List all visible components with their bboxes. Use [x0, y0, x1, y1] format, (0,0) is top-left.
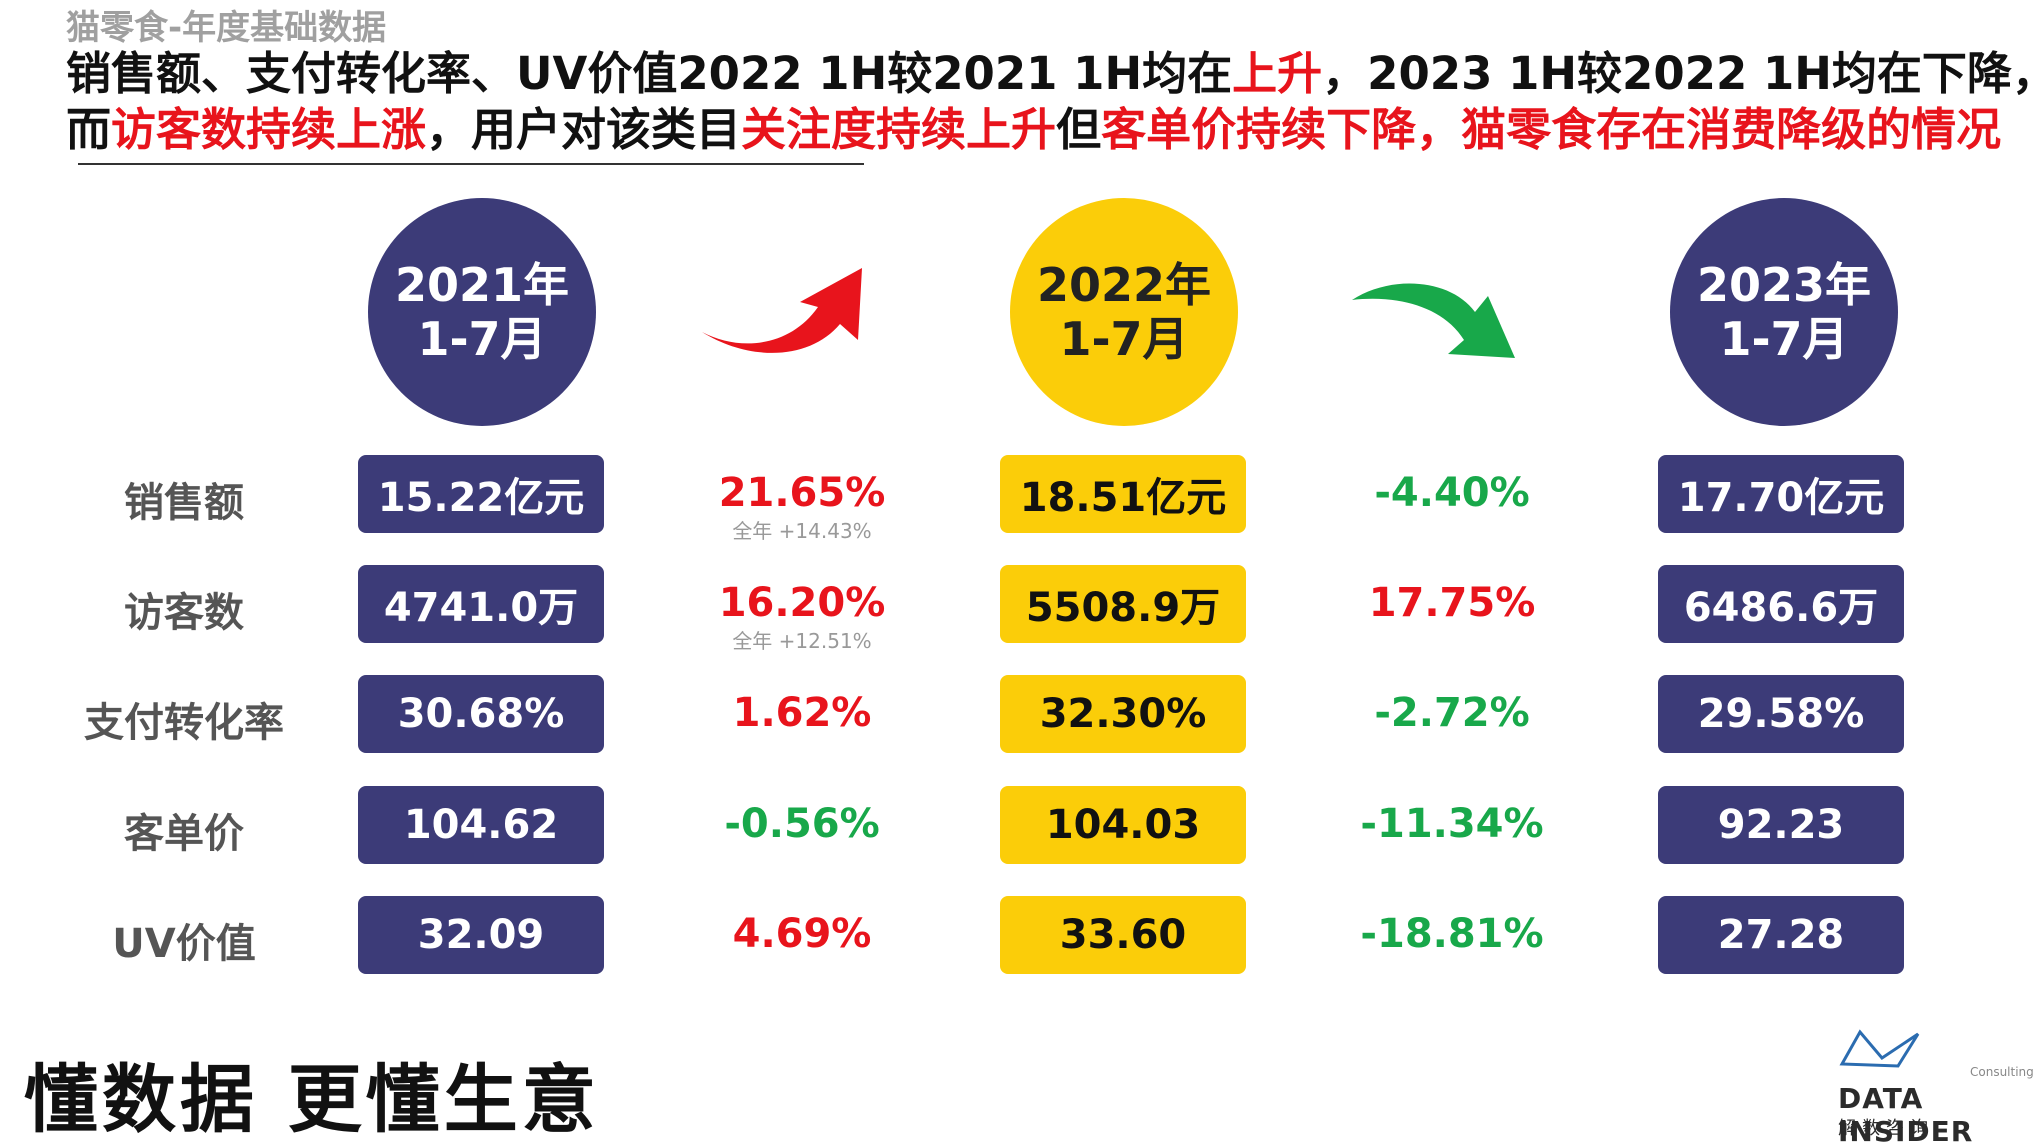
- change-2021-2022: 1.62%: [732, 690, 872, 736]
- change-2021-2022: 21.65%: [718, 470, 886, 516]
- headline-segment: ，2023 1H较2022 1H均在下降，: [1322, 47, 2033, 100]
- value-2023: 29.58%: [1658, 675, 1904, 753]
- red-up-arrow-icon: [702, 268, 862, 353]
- headline-segment: ，用户对该类目: [426, 103, 742, 156]
- value-2022: 32.30%: [1000, 675, 1246, 753]
- headline: 销售额、支付转化率、UV价值2022 1H较2021 1H均在上升，2023 1…: [66, 46, 2033, 158]
- full-year-note: 全年 +14.43%: [732, 519, 872, 543]
- headline-segment: 访客数持续上涨: [111, 103, 427, 156]
- value-2022: 18.51亿元: [1000, 455, 1246, 533]
- change-2021-2022: 16.20%: [718, 580, 886, 626]
- change-2021-2022: 4.69%: [732, 911, 872, 957]
- row-label: UV价值: [112, 921, 256, 967]
- headline-segment: 关注度持续上升: [741, 103, 1057, 156]
- value-2021: 15.22亿元: [358, 455, 604, 533]
- headline-segment: 上升: [1232, 47, 1323, 100]
- row-label: 访客数: [124, 590, 244, 636]
- change-2022-2023: 17.75%: [1368, 580, 1536, 626]
- headline-underline: [78, 163, 864, 165]
- period-circle-2021: 2021年 1-7月: [368, 198, 596, 426]
- headline-line-1: 销售额、支付转化率、UV价值2022 1H较2021 1H均在上升，2023 1…: [66, 46, 2033, 102]
- change-2022-2023: -2.72%: [1374, 690, 1530, 736]
- logo-subtitle: 解数咨询: [1838, 1118, 1934, 1139]
- headline-line-2: 而访客数持续上涨，用户对该类目关注度持续上升但客单价持续下降，猫零食存在消费降级…: [66, 102, 2006, 158]
- value-2021: 4741.0万: [358, 565, 604, 643]
- period-circle-2022: 2022年 1-7月: [1010, 198, 1238, 426]
- period-year: 2023年: [1696, 258, 1872, 312]
- logo-consulting: Consulting: [1970, 1065, 2033, 1079]
- value-2023: 17.70亿元: [1658, 455, 1904, 533]
- change-2021-2022: -0.56%: [724, 801, 880, 847]
- change-2022-2023: -11.34%: [1360, 801, 1544, 847]
- value-2021: 30.68%: [358, 675, 604, 753]
- row-label: 销售额: [124, 480, 244, 526]
- value-2022: 104.03: [1000, 786, 1246, 864]
- data-insider-logo-icon: [1839, 1029, 1920, 1068]
- value-2021: 32.09: [358, 896, 604, 974]
- period-months: 1-7月: [417, 312, 547, 366]
- value-2023: 27.28: [1658, 896, 1904, 974]
- logo-name: DATA INSIDER: [1838, 1082, 1974, 1148]
- change-2022-2023: -18.81%: [1360, 911, 1544, 957]
- period-circle-2023: 2023年 1-7月: [1670, 198, 1898, 426]
- value-2021: 104.62: [358, 786, 604, 864]
- value-2023: 6486.6万: [1658, 565, 1904, 643]
- row-label: 客单价: [124, 811, 244, 857]
- full-year-note: 全年 +12.51%: [732, 629, 872, 653]
- headline-segment: 客单价持续下降，猫零食存在消费降级的情况: [1101, 103, 2002, 156]
- period-months: 1-7月: [1719, 312, 1849, 366]
- value-2023: 92.23: [1658, 786, 1904, 864]
- headline-segment: 而: [66, 103, 112, 156]
- headline-segment: 但: [1056, 103, 1102, 156]
- page-subtitle: 猫零食-年度基础数据: [66, 8, 387, 48]
- value-2022: 33.60: [1000, 896, 1246, 974]
- headline-segment: 销售额、支付转化率、UV价值2022 1H较2021 1H均在: [66, 47, 1233, 100]
- period-year: 2021年: [394, 258, 570, 312]
- green-down-arrow-icon: [1352, 283, 1515, 358]
- period-year: 2022年: [1036, 258, 1212, 312]
- slogan: 懂数据 更懂生意: [24, 1057, 600, 1143]
- period-months: 1-7月: [1059, 312, 1189, 366]
- change-2022-2023: -4.40%: [1374, 470, 1530, 516]
- row-label: 支付转化率: [84, 700, 284, 746]
- value-2022: 5508.9万: [1000, 565, 1246, 643]
